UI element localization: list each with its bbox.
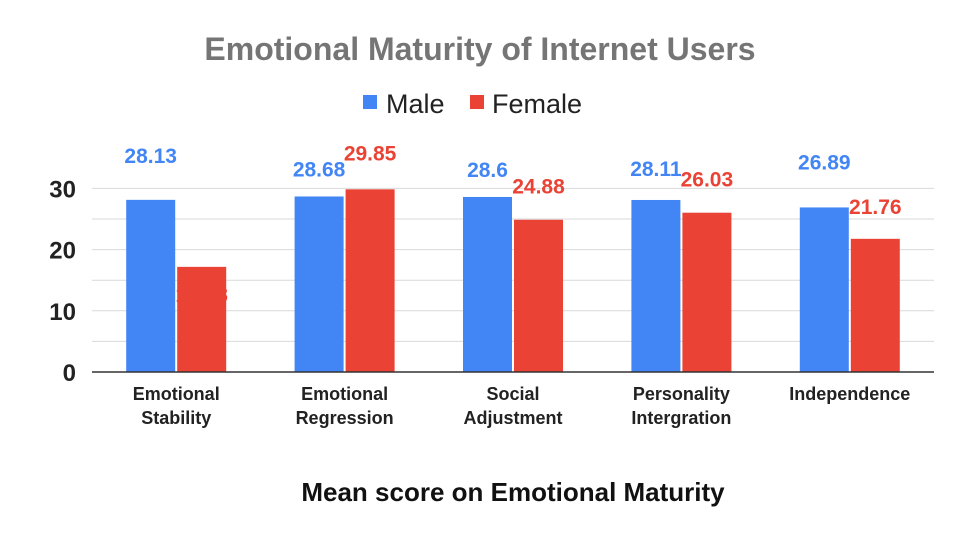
legend: Male Female: [363, 89, 582, 119]
data-label-male: 28.11: [630, 158, 682, 181]
y-tick-label: 10: [49, 299, 76, 326]
data-label-female: 24.88: [512, 176, 565, 199]
chart-title: Emotional Maturity of Internet Users: [204, 31, 755, 67]
x-tick-label: Social: [486, 384, 539, 404]
data-label-male: 26.89: [798, 151, 851, 174]
data-label-male: 28.13: [124, 145, 177, 168]
x-tick-label: Regression: [296, 408, 394, 428]
bar-female: [177, 266, 227, 372]
bars: [126, 189, 900, 372]
legend-label-male: Male: [386, 89, 445, 119]
y-tick-label: 0: [63, 360, 76, 387]
x-tick-label: Independence: [789, 384, 910, 404]
data-label-female: 17.18: [175, 284, 228, 307]
bar-male: [294, 196, 344, 372]
y-tick-label: 30: [49, 176, 76, 203]
bar-male: [463, 196, 512, 372]
y-axis-ticks: 0 10 20 30: [49, 176, 76, 387]
bar-male: [631, 199, 681, 372]
bar-male: [799, 207, 849, 372]
bar-female: [850, 238, 900, 372]
bar-female: [345, 189, 395, 372]
x-tick-label: Emotional: [133, 384, 220, 404]
gridlines: [92, 187, 934, 342]
x-tick-label: Emotional: [301, 384, 388, 404]
bar-male: [126, 199, 176, 372]
x-tick-label: Stability: [141, 408, 211, 428]
bar-female: [682, 212, 732, 372]
legend-label-female: Female: [492, 89, 582, 119]
x-axis-title: Mean score on Emotional Maturity: [301, 477, 725, 507]
x-axis-ticks: Emotional Stability Emotional Regression Soc…: [133, 384, 911, 428]
y-tick-label: 20: [49, 238, 76, 265]
data-label-female: 26.03: [681, 169, 734, 192]
x-tick-label: Intergration: [631, 408, 731, 428]
data-label-female: 29.85: [344, 142, 397, 165]
x-tick-label: Personality: [633, 384, 730, 404]
data-label-male: 28.68: [293, 158, 346, 181]
bar-female: [514, 219, 563, 372]
data-label-male: 28.6: [467, 159, 508, 182]
legend-swatch-female: [470, 95, 484, 109]
x-tick-label: Adjustment: [464, 408, 563, 428]
legend-swatch-male: [363, 95, 377, 109]
data-label-female: 21.76: [849, 196, 902, 219]
